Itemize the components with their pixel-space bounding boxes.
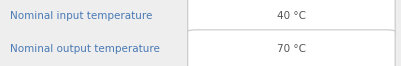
- Text: 40 °C: 40 °C: [276, 11, 305, 21]
- FancyBboxPatch shape: [187, 0, 394, 35]
- FancyBboxPatch shape: [187, 30, 394, 66]
- Text: 70 °C: 70 °C: [276, 44, 305, 54]
- Text: Nominal input temperature: Nominal input temperature: [10, 11, 152, 21]
- Text: Nominal output temperature: Nominal output temperature: [10, 44, 160, 54]
